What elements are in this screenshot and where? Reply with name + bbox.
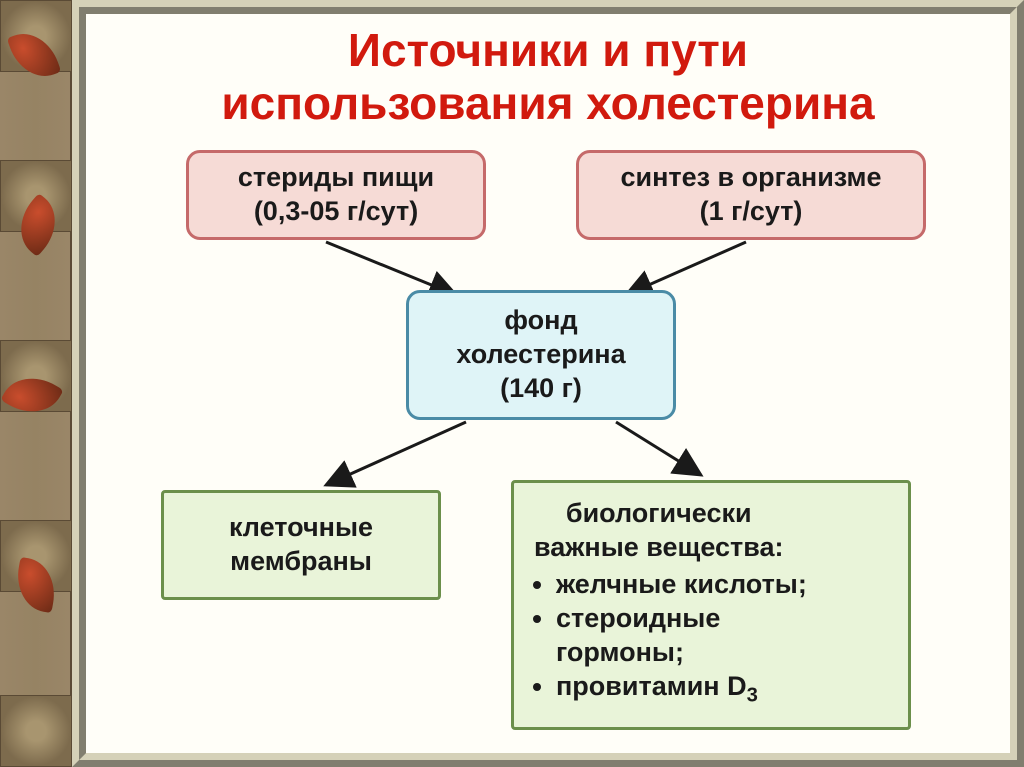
node-cholesterol-pool: фонд холестерина (140 г) — [406, 290, 676, 420]
node-food-l2: (0,3-05 г/сут) — [254, 195, 418, 229]
node-bio-title: биологически важные вещества: — [534, 497, 783, 565]
title-line-2: использования холестерина — [221, 77, 874, 129]
node-pool-l1: фонд — [504, 304, 577, 338]
node-cell-membranes: клеточные мембраны — [161, 490, 441, 600]
node-memb-l1: клеточные — [229, 511, 373, 545]
title-line-1: Источники и пути — [348, 24, 748, 76]
bio-item-steroid-hormones: стероидные гормоны; — [556, 602, 888, 670]
node-bio-substances: биологически важные вещества: желчные ки… — [511, 480, 911, 730]
node-bio-list: желчные кислоты; стероидные гормоны; про… — [534, 568, 888, 708]
diagram-canvas: стериды пищи (0,3-05 г/сут) синтез в орг… — [116, 150, 980, 730]
node-food-l1: стериды пищи — [238, 161, 434, 195]
node-pool-l2: холестерина — [456, 338, 625, 372]
bio-item-provitamin-d3: провитамин D3 — [556, 670, 888, 709]
node-synth-l1: синтез в организме — [620, 161, 881, 195]
node-memb-l2: мембраны — [230, 545, 372, 579]
bio-item-bile-acids: желчные кислоты; — [556, 568, 888, 602]
slide-content: Источники и пути использования холестери… — [72, 0, 1024, 767]
node-food-sterides: стериды пищи (0,3-05 г/сут) — [186, 150, 486, 240]
node-body-synthesis: синтез в организме (1 г/сут) — [576, 150, 926, 240]
node-synth-l2: (1 г/сут) — [700, 195, 803, 229]
decorative-sidebar — [0, 0, 72, 767]
slide-title: Источники и пути использования холестери… — [116, 24, 980, 130]
node-pool-l3: (140 г) — [500, 372, 582, 406]
